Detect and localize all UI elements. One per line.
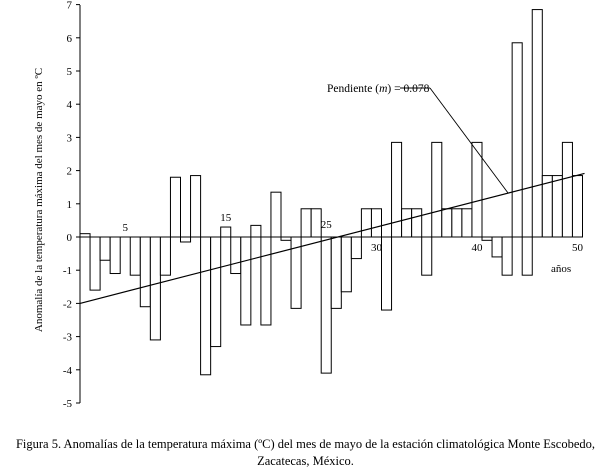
bar [159,236,171,276]
bar [240,236,252,326]
trend-label: Pendiente (m) = 0.078 [327,83,430,95]
y-tick-label: -5 [63,398,73,410]
bar [370,208,383,238]
bar [360,208,372,238]
bar [481,236,493,241]
x-tick-label: 30 [371,242,383,254]
y-tick-label: 4 [67,99,73,111]
bar [220,226,232,238]
bar [180,236,192,243]
bar [200,236,212,376]
y-tick-label: 0 [67,232,73,244]
x-tick-label: 50 [572,242,584,254]
y-tick-label: 2 [67,166,73,178]
bar [340,236,352,293]
y-ticks: 7 6 5 4 3 2 1 0 -1 -2 -3 -4 -5 [63,0,80,410]
x-tick-label: 15 [220,212,232,224]
bar [89,236,101,291]
bar [551,175,563,238]
x-tick-label: 5 [122,222,128,234]
bar [169,176,181,238]
y-tick-label: -3 [63,332,73,344]
bar [210,236,222,348]
bar [491,236,503,258]
y-tick-label: 6 [67,33,73,45]
bar [461,208,473,238]
y-tick-label: 5 [67,66,73,78]
bar [561,141,573,238]
bars [79,9,584,376]
bar [129,236,141,276]
bar [79,233,91,238]
bar [391,141,403,238]
y-tick-label: 1 [67,199,73,211]
bar [501,236,513,276]
bar [290,236,302,309]
bar [300,208,312,238]
bar [250,224,262,238]
bar [280,236,292,241]
bar [149,236,161,341]
bar [139,236,151,308]
bar [411,208,423,238]
bar [421,236,433,276]
x-axis-label: años [551,263,571,275]
bar [521,236,533,276]
bar [270,191,282,238]
x-tick-label: 25 [321,219,333,231]
y-tick-label: 3 [67,132,73,144]
bar [571,175,584,238]
bar [511,42,523,238]
bar [330,236,342,309]
trend-line [79,172,585,304]
trend-label-leader [429,87,509,194]
bar [310,208,322,238]
bar [431,141,443,238]
bar [541,175,553,238]
x-tick-label: 40 [471,242,483,254]
figure-caption: Figura 5. Anomalías de la temperatura má… [15,437,596,468]
bar [401,208,413,238]
y-axis-label: Anomalía de la temperatura máxima del me… [33,68,45,332]
bar [109,236,121,275]
y-tick-label: -1 [63,265,72,277]
y-tick-label: -4 [63,365,73,377]
bar [260,236,272,326]
x-ticks: 5 15 25 30 40 50 [122,212,583,254]
y-tick-label: 7 [67,0,73,12]
bar [441,208,453,238]
bar [190,175,202,238]
bar [451,208,463,238]
bar [230,236,242,275]
bar [320,236,332,374]
bar [350,236,362,260]
bar [99,236,111,261]
bar [531,9,543,238]
bar [471,141,483,238]
y-tick-label: -2 [63,298,72,310]
bar [381,236,393,311]
